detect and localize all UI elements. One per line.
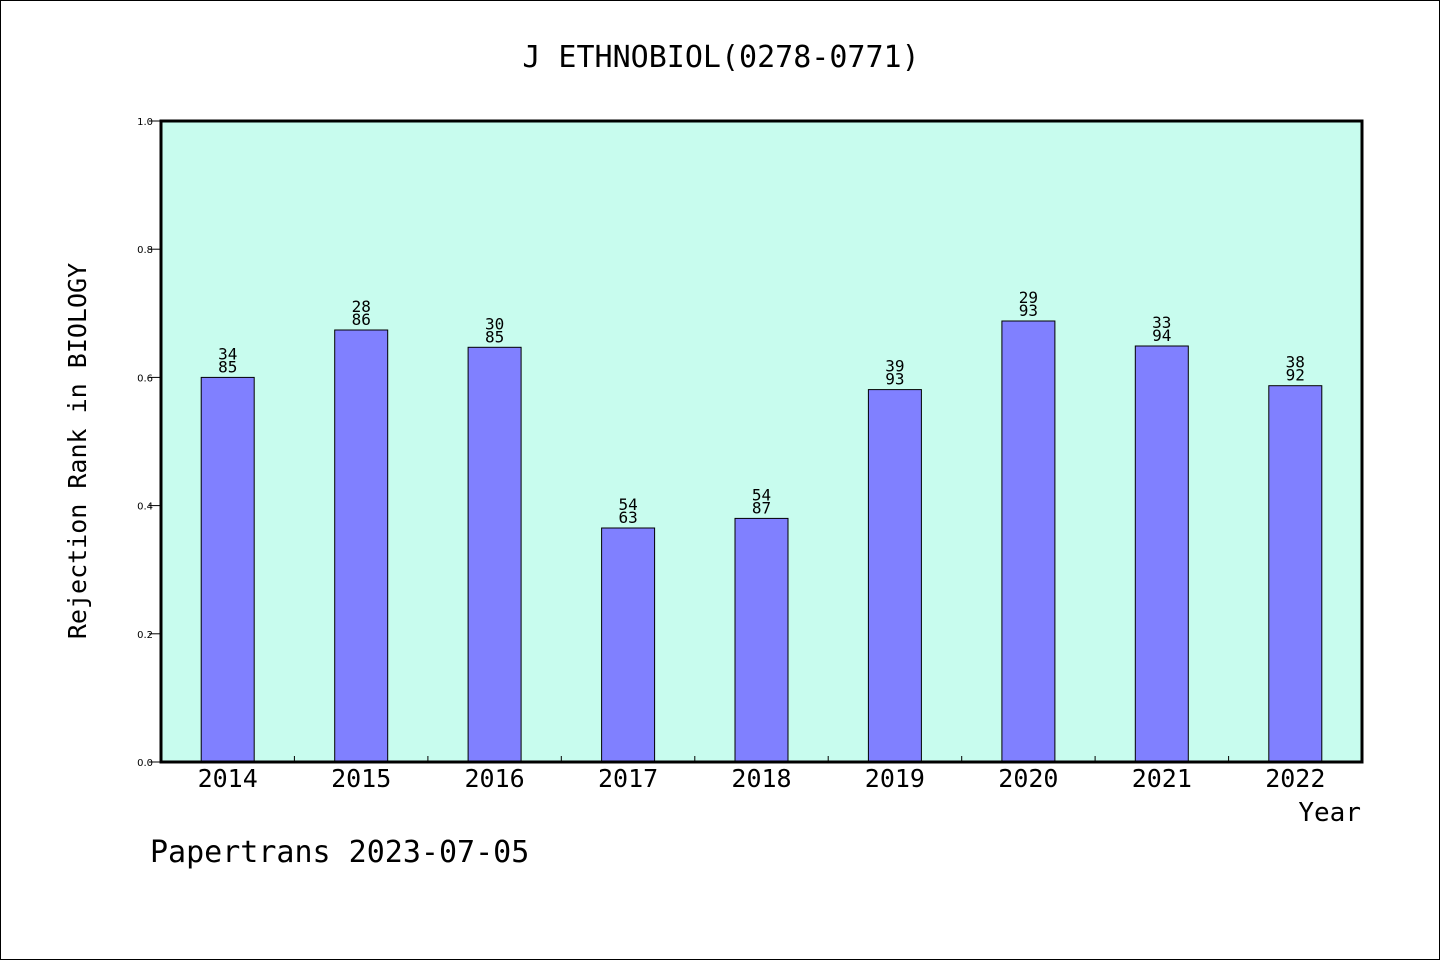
bar-label-total-2020: 93 [1019,301,1038,320]
bar-label-total-2014: 85 [218,357,237,376]
bar-label-rank-2020: 29 [1019,288,1038,307]
bar-2019 [867,389,922,763]
bars-layer [200,320,1323,763]
y-tick-label-0.0: 0.0 [137,758,153,769]
bar-2016 [467,346,522,763]
bar-2017 [601,527,656,763]
bar-2015 [334,329,389,763]
bar-2020 [1001,320,1056,763]
bar-label-total-2019: 93 [885,370,904,389]
y-axis: 0.0 0.2 0.4 0.6 0.8 1.0 [137,117,161,769]
plot-frame [159,119,1364,764]
bar-label-rank-2017: 54 [618,495,637,514]
bar-2022 [1268,385,1323,763]
chart-title: J ETHNOBIOL(0278-0771) [522,40,919,75]
watermark-text: Papertrans 2023-07-05 [150,835,530,870]
x-tick-label-2019: 2019 [865,764,925,793]
x-axis-label: Year [1298,798,1361,828]
x-tick-label-2014: 2014 [198,764,258,793]
x-tick-label-2015: 2015 [331,764,391,793]
bar-label-rank-2015: 28 [352,297,371,316]
bar-label-rank-2014: 34 [218,344,237,363]
bar-label-total-2021: 94 [1152,326,1171,345]
bar-label-rank-2021: 33 [1152,313,1171,332]
bar-2021 [1134,345,1189,763]
bar-label-rank-2019: 39 [885,357,904,376]
y-tick-label-0.2: 0.2 [137,630,153,641]
x-tick-label-2021: 2021 [1132,764,1192,793]
x-tick-label-2022: 2022 [1265,764,1325,793]
y-tick-label-1.0: 1.0 [137,117,153,128]
y-tick-label-0.6: 0.6 [137,373,153,384]
x-tick-label-2016: 2016 [464,764,524,793]
x-tick-label-2018: 2018 [731,764,791,793]
bar-2014 [200,376,255,763]
bar-label-total-2016: 85 [485,327,504,346]
bar-label-total-2015: 86 [352,310,371,329]
bar-label-total-2018: 87 [752,498,771,517]
x-tick-label-2020: 2020 [998,764,1058,793]
y-tick-label-0.4: 0.4 [137,502,153,513]
y-tick-label-0.8: 0.8 [137,245,153,256]
bar-label-total-2022: 92 [1286,366,1305,385]
bar-label-rank-2018: 54 [752,485,771,504]
x-tick-label-2017: 2017 [598,764,658,793]
x-axis: 2014 2015 2016 2017 2018 2019 2020 2021 2022 [198,756,1325,793]
bar-label-rank-2022: 38 [1286,353,1305,372]
bar-label-rank-2016: 30 [485,314,504,333]
bar-label-total-2017: 63 [618,508,637,527]
y-axis-label: Rejection Rank in BIOLOGY [63,263,92,639]
bar-2018 [734,517,789,763]
